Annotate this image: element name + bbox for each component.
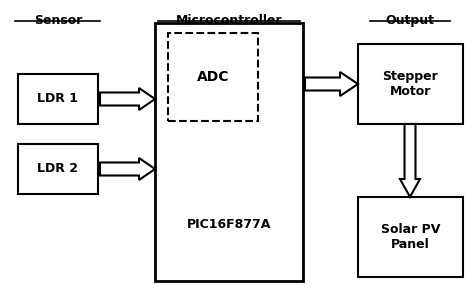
Text: Output: Output xyxy=(385,14,435,27)
Bar xyxy=(168,33,258,121)
Text: LDR 2: LDR 2 xyxy=(37,162,79,176)
Bar xyxy=(358,197,463,277)
Text: Solar PV
Panel: Solar PV Panel xyxy=(381,223,440,251)
Polygon shape xyxy=(100,158,155,180)
Bar xyxy=(155,23,303,281)
Polygon shape xyxy=(100,88,155,110)
Polygon shape xyxy=(305,72,358,96)
Text: Microcontroller: Microcontroller xyxy=(176,14,283,27)
Polygon shape xyxy=(400,124,420,197)
Bar xyxy=(18,144,98,194)
Bar xyxy=(18,74,98,124)
Text: LDR 1: LDR 1 xyxy=(37,92,79,106)
Text: PIC16F877A: PIC16F877A xyxy=(187,218,271,231)
Text: Sensor: Sensor xyxy=(34,14,82,27)
Text: Stepper
Motor: Stepper Motor xyxy=(383,70,438,98)
Text: ADC: ADC xyxy=(197,70,229,84)
Bar xyxy=(358,44,463,124)
